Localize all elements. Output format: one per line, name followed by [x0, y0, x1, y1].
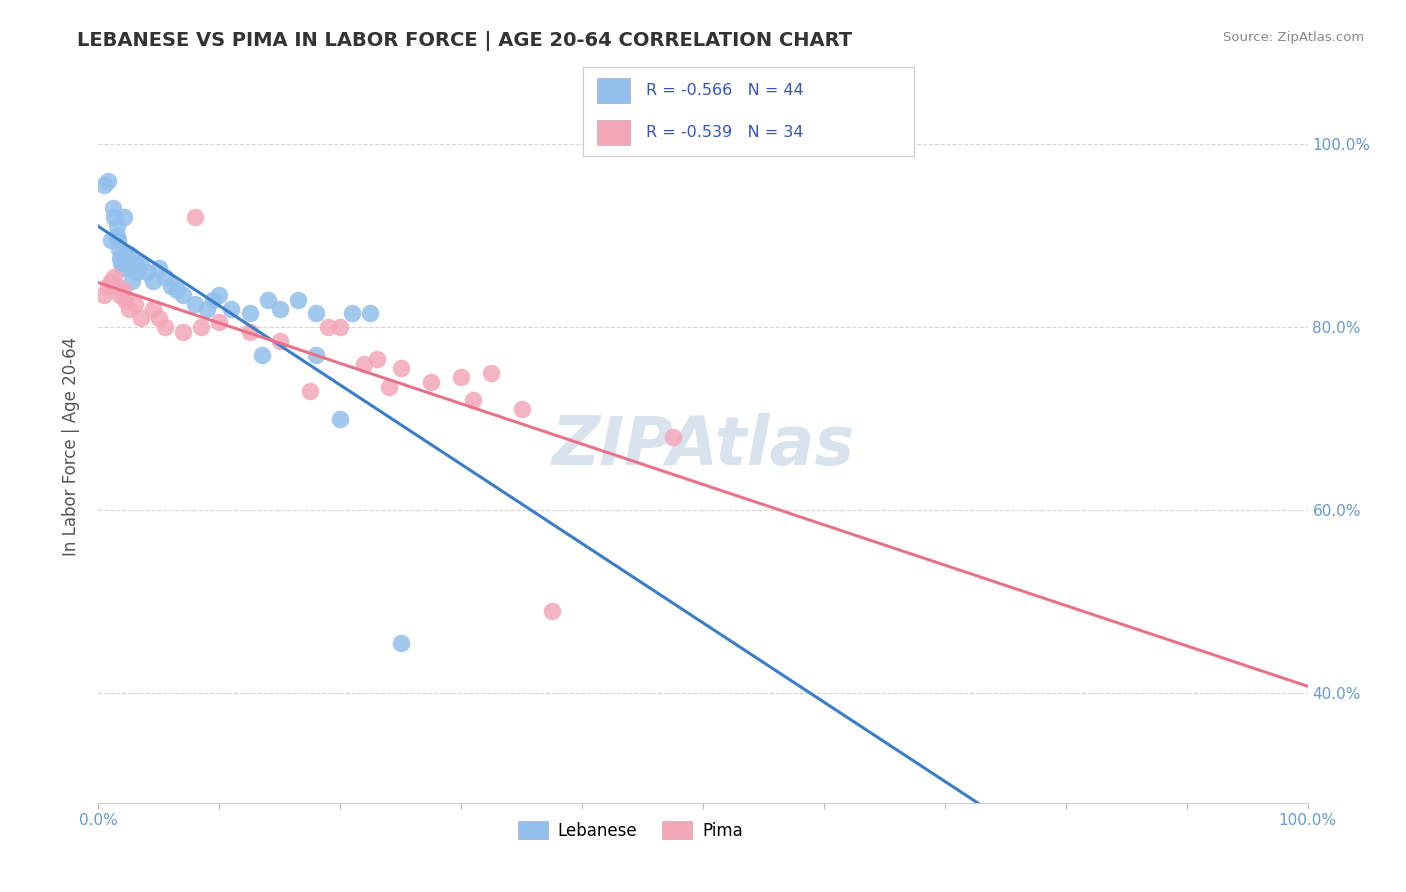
Point [105, 279, 128, 293]
Point [256, 293, 278, 307]
Point [118, 247, 141, 261]
Point [353, 357, 375, 371]
Point [97, 279, 120, 293]
Point [184, 297, 207, 311]
Point [287, 293, 309, 307]
Point [118, 260, 141, 275]
Point [153, 269, 176, 284]
Point [160, 279, 183, 293]
Point [107, 233, 129, 247]
Point [389, 636, 412, 650]
Point [124, 256, 146, 270]
Point [202, 293, 225, 307]
Point [114, 293, 136, 307]
Point [221, 301, 243, 316]
Point [299, 384, 322, 398]
Point [305, 306, 328, 320]
Legend: Lebanese, Pima: Lebanese, Pima [509, 814, 751, 848]
Point [540, 604, 562, 618]
Point [103, 211, 125, 225]
Point [153, 320, 176, 334]
Point [148, 310, 170, 325]
Y-axis label: In Labor Force | Age 20-64: In Labor Force | Age 20-64 [62, 336, 80, 556]
Point [127, 265, 149, 279]
Point [105, 219, 128, 234]
Point [111, 284, 134, 298]
Point [172, 288, 194, 302]
Point [93, 178, 115, 193]
Point [420, 375, 443, 389]
Point [148, 260, 170, 275]
Point [142, 301, 165, 316]
Point [129, 310, 152, 325]
Point [100, 274, 122, 288]
Point [112, 211, 135, 225]
Point [190, 320, 212, 334]
Point [111, 260, 134, 275]
Point [481, 366, 503, 380]
Point [510, 402, 533, 417]
Point [93, 288, 115, 302]
Point [377, 379, 399, 393]
Point [450, 370, 472, 384]
Point [124, 297, 146, 311]
Point [184, 211, 207, 225]
Point [108, 252, 131, 266]
Point [269, 301, 291, 316]
Point [103, 269, 125, 284]
Point [121, 274, 143, 288]
Point [129, 256, 152, 270]
Point [389, 361, 412, 376]
Point [166, 284, 188, 298]
FancyBboxPatch shape [596, 78, 630, 103]
Point [360, 306, 382, 320]
Point [135, 265, 157, 279]
Point [108, 288, 131, 302]
Text: R = -0.566   N = 44: R = -0.566 N = 44 [647, 83, 804, 97]
Text: R = -0.539   N = 34: R = -0.539 N = 34 [647, 126, 804, 140]
Point [142, 274, 165, 288]
Point [463, 393, 485, 408]
Point [208, 288, 231, 302]
Point [250, 347, 273, 361]
Point [366, 352, 388, 367]
Text: LEBANESE VS PIMA IN LABOR FORCE | AGE 20-64 CORRELATION CHART: LEBANESE VS PIMA IN LABOR FORCE | AGE 20… [77, 31, 852, 51]
Point [269, 334, 291, 348]
Point [97, 174, 120, 188]
FancyBboxPatch shape [596, 120, 630, 145]
Point [342, 306, 364, 320]
Text: ZIPAtlas: ZIPAtlas [551, 413, 855, 479]
Point [114, 247, 136, 261]
Point [105, 228, 128, 243]
Point [100, 233, 122, 247]
Point [118, 301, 141, 316]
Point [208, 316, 231, 330]
Point [115, 256, 138, 270]
Point [108, 242, 131, 256]
Point [101, 201, 124, 215]
Point [239, 325, 262, 339]
Point [661, 430, 683, 444]
Point [110, 256, 132, 270]
Point [316, 320, 339, 334]
Point [329, 320, 352, 334]
Point [329, 411, 352, 425]
Text: Source: ZipAtlas.com: Source: ZipAtlas.com [1223, 31, 1364, 45]
Point [239, 306, 262, 320]
Point [305, 347, 328, 361]
Point [172, 325, 194, 339]
Point [195, 301, 218, 316]
